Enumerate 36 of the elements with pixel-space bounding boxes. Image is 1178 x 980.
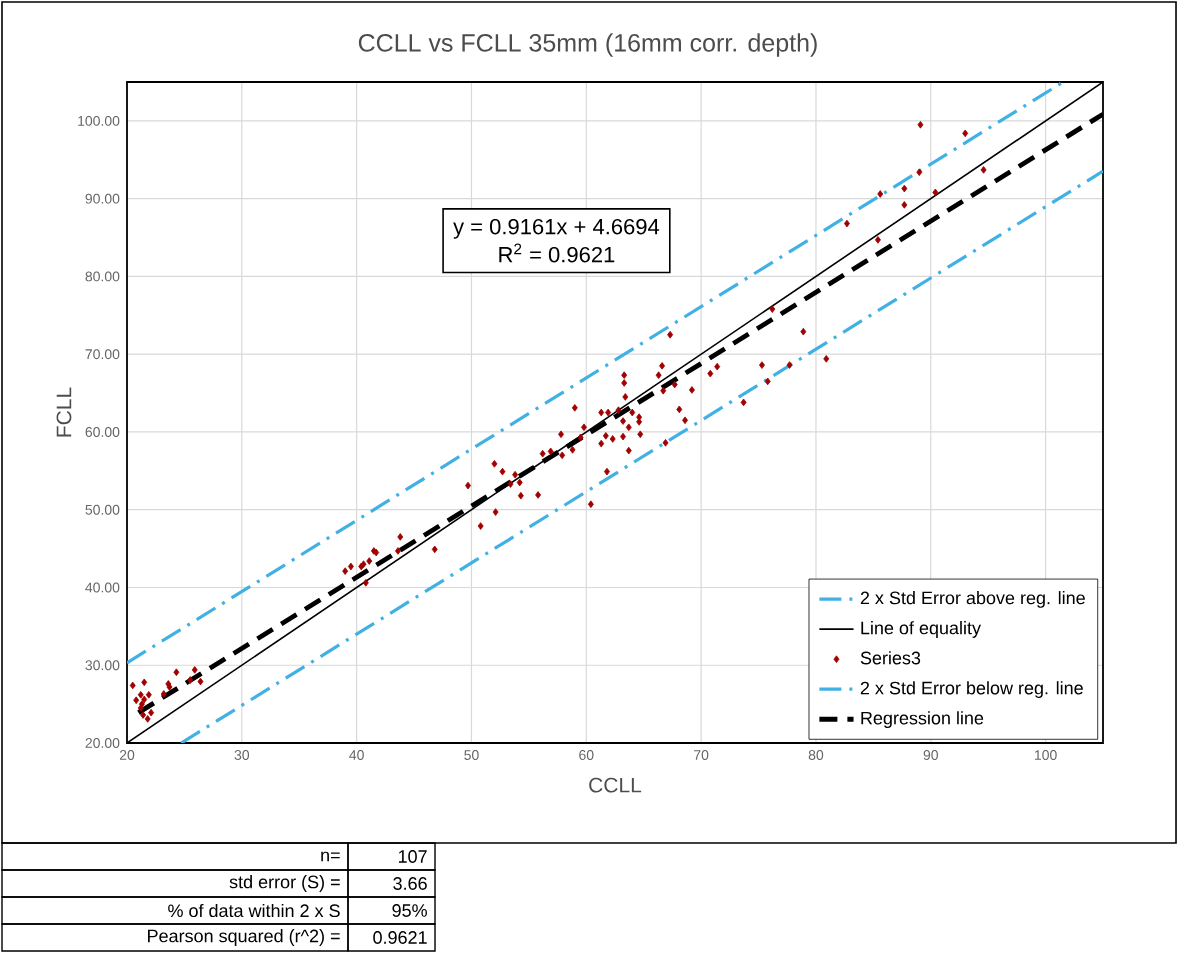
x-axis-title: CCLL xyxy=(589,777,642,793)
text: Pearson squared (r^2) = xyxy=(148,929,340,946)
text: std error (S) = xyxy=(229,875,340,892)
text: % of data within 2 x S xyxy=(168,903,340,918)
y-tick-label: 70.00 xyxy=(85,349,120,360)
text: 95% xyxy=(392,904,427,917)
legend-label: Regression line xyxy=(861,711,984,729)
x-tick-label: 100 xyxy=(1034,750,1057,760)
y-tick-label: 30.00 xyxy=(85,660,120,671)
y-tick-label: 40.00 xyxy=(85,582,120,593)
text: 107 xyxy=(398,850,427,863)
y-tick-label: 100.00 xyxy=(78,115,120,126)
x-tick-label: 60 xyxy=(579,750,594,760)
y-axis-title: FCLL xyxy=(56,387,72,437)
x-tick-label: 20 xyxy=(119,750,135,760)
legend-label: Series3 xyxy=(860,651,921,665)
text: 0.9621 xyxy=(373,931,427,944)
y-tick-label: 80.00 xyxy=(85,271,120,282)
legend-label: Line of equality xyxy=(861,621,981,638)
y-tick-label: 60.00 xyxy=(85,427,120,437)
annotation: R$^{2}$ = 0.9621 xyxy=(499,243,615,263)
annotation: y = 0.9161x + 4.6694 xyxy=(453,218,660,239)
y-tick-label: 50.00 xyxy=(85,504,120,515)
y-tick-label: 20.00 xyxy=(85,738,120,748)
text: n= xyxy=(321,851,340,862)
y-tick-label: 90.00 xyxy=(85,193,120,204)
legend-label: 2 x Std Error below reg. line xyxy=(860,681,1083,698)
text: 3.66 xyxy=(393,877,427,890)
x-tick-label: 80 xyxy=(808,750,824,760)
legend-label: 2 x Std Error above reg. line xyxy=(860,591,1085,608)
x-tick-label: 50 xyxy=(464,750,479,760)
x-tick-label: 40 xyxy=(349,750,364,760)
chart-title: CCLL vs FCLL 35mm (16mm corr. depth) xyxy=(358,33,817,57)
x-tick-label: 70 xyxy=(694,750,709,760)
x-tick-label: 90 xyxy=(923,750,939,760)
x-tick-label: 30 xyxy=(234,750,250,760)
